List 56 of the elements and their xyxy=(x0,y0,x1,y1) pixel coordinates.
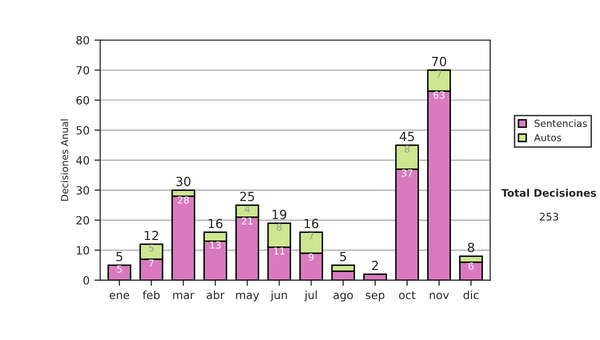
total-label: 25 xyxy=(240,192,254,202)
total-label: 70 xyxy=(432,56,446,66)
data-label: 7 xyxy=(149,259,154,267)
text: Total Decisiones xyxy=(501,188,596,197)
total-label: 2 xyxy=(372,260,378,270)
data-label: 6 xyxy=(468,262,474,270)
total-label: 5 xyxy=(340,252,346,262)
bar xyxy=(107,264,132,280)
x-tick-label: may xyxy=(236,292,260,302)
x-tick-label: oct xyxy=(399,291,416,300)
data-label: 13 xyxy=(210,241,221,249)
data-label: 5 xyxy=(117,265,122,273)
data-label: 8 xyxy=(276,223,282,231)
x-tick-label: sep xyxy=(366,292,384,302)
data-label: 28 xyxy=(178,196,189,204)
y-tick-label: 0 xyxy=(83,276,90,285)
x-tick-label: jun xyxy=(270,290,287,302)
x-tick-label: jul xyxy=(304,290,317,302)
data-label: 7 xyxy=(308,232,314,240)
x-tick-label: nov xyxy=(430,292,449,300)
data-label: 63 xyxy=(434,91,444,99)
x-tick-label: ene xyxy=(110,292,130,300)
total-label: 30 xyxy=(176,176,190,186)
y-axis-title: Decisiones Anual xyxy=(60,119,68,201)
total-label: 16 xyxy=(304,218,318,228)
data-label: 7 xyxy=(436,70,442,78)
data-label: 4 xyxy=(244,205,250,213)
legend-label: Autos xyxy=(534,134,562,142)
data-label: 8 xyxy=(404,145,410,153)
data-label: 11 xyxy=(274,247,285,255)
x-tick-label: mar xyxy=(173,292,194,300)
total-label: 19 xyxy=(272,210,286,220)
x-tick-label: abr xyxy=(206,290,224,300)
total-label: 12 xyxy=(144,230,158,240)
y-tick-label: 10 xyxy=(76,246,90,255)
y-tick-label: 80 xyxy=(76,36,90,44)
total-label: 8 xyxy=(468,242,474,252)
data-label: 9 xyxy=(308,253,314,261)
legend-label: Sentencias xyxy=(534,119,587,128)
x-tick-label: dic xyxy=(464,290,478,300)
x-tick-label: feb xyxy=(142,290,160,300)
data-label: 37 xyxy=(402,169,412,177)
y-tick-label: 50 xyxy=(76,126,90,135)
y-tick-label: 70 xyxy=(76,66,90,75)
y-tick-label: 60 xyxy=(76,96,90,105)
total-label: 5 xyxy=(116,252,122,262)
y-tick-label: 40 xyxy=(76,156,90,165)
y-tick-label: 20 xyxy=(76,216,90,225)
total-label: 45 xyxy=(400,132,414,142)
y-tick-label: 30 xyxy=(76,186,90,195)
bar xyxy=(363,273,387,280)
data-label: 5 xyxy=(149,244,154,252)
text: 253 xyxy=(540,212,558,221)
total-label: 16 xyxy=(208,218,222,228)
x-tick-label: ago xyxy=(333,292,353,302)
data-label: 21 xyxy=(242,217,253,225)
